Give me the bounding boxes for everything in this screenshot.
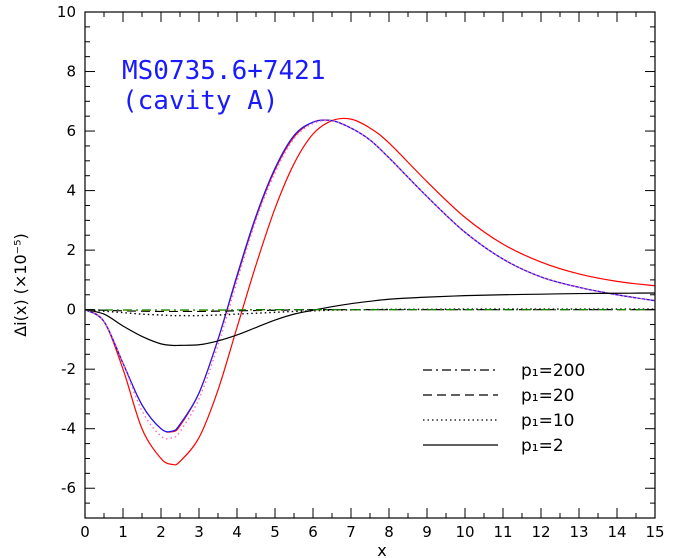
axes-layer: 0 1 2 3 4 5 6 7 8 9 10 11 12 13 14 15-6-4-20246810xΔi(x… [11, 3, 665, 558]
x-tick-label: 15 [645, 523, 664, 541]
x-tick-label: 8 [384, 523, 394, 541]
y-tick-label: 4 [66, 182, 76, 200]
x-tick-label: 3 [194, 523, 204, 541]
y-axis-title: Δi(x) (×10⁻⁵) [11, 233, 30, 337]
x-tick-label: 14 [607, 523, 626, 541]
x-tick-label: 12 [531, 523, 550, 541]
legend-label: p₁=200 [521, 361, 585, 381]
x-tick-label: 5 [270, 523, 280, 541]
legend-label: p₁=20 [521, 386, 574, 406]
annotation: MS0735.6+7421(cavity A) [122, 56, 326, 116]
x-tick-label: 13 [569, 523, 588, 541]
legend: p₁=200 p₁=20 p₁=10 p₁=2 [423, 361, 585, 456]
x-tick-label: 6 [308, 523, 318, 541]
y-tick-label: -2 [61, 360, 76, 378]
series-line-6 [84, 309, 655, 313]
y-tick-label: -4 [61, 420, 76, 438]
y-tick-label: -6 [61, 479, 76, 497]
y-tick-label: 8 [66, 63, 76, 81]
y-tick-label: 10 [57, 3, 76, 21]
x-tick-label: 2 [156, 523, 166, 541]
annotation-line: (cavity A) [122, 86, 279, 116]
x-tick-label: 9 [422, 523, 432, 541]
annotation-line: MS0735.6+7421 [122, 56, 326, 86]
x-tick-label: 7 [346, 523, 356, 541]
series-layer [84, 117, 656, 466]
x-axis-title: x [377, 541, 386, 558]
y-tick-label: 2 [66, 241, 76, 259]
y-tick-label: 0 [66, 301, 76, 319]
y-tick-label: 6 [66, 122, 76, 140]
legend-label: p₁=10 [521, 411, 574, 431]
x-tick-label: 4 [232, 523, 242, 541]
x-tick-label: 0 [80, 523, 90, 541]
series-line-0 [84, 117, 656, 466]
x-tick-label: 1 [118, 523, 128, 541]
x-tick-label: 10 [455, 523, 474, 541]
legend-label: p₁=2 [521, 436, 564, 456]
x-tick-label: 11 [493, 523, 512, 541]
series-line-4 [84, 292, 656, 347]
series-line-2 [84, 119, 656, 433]
